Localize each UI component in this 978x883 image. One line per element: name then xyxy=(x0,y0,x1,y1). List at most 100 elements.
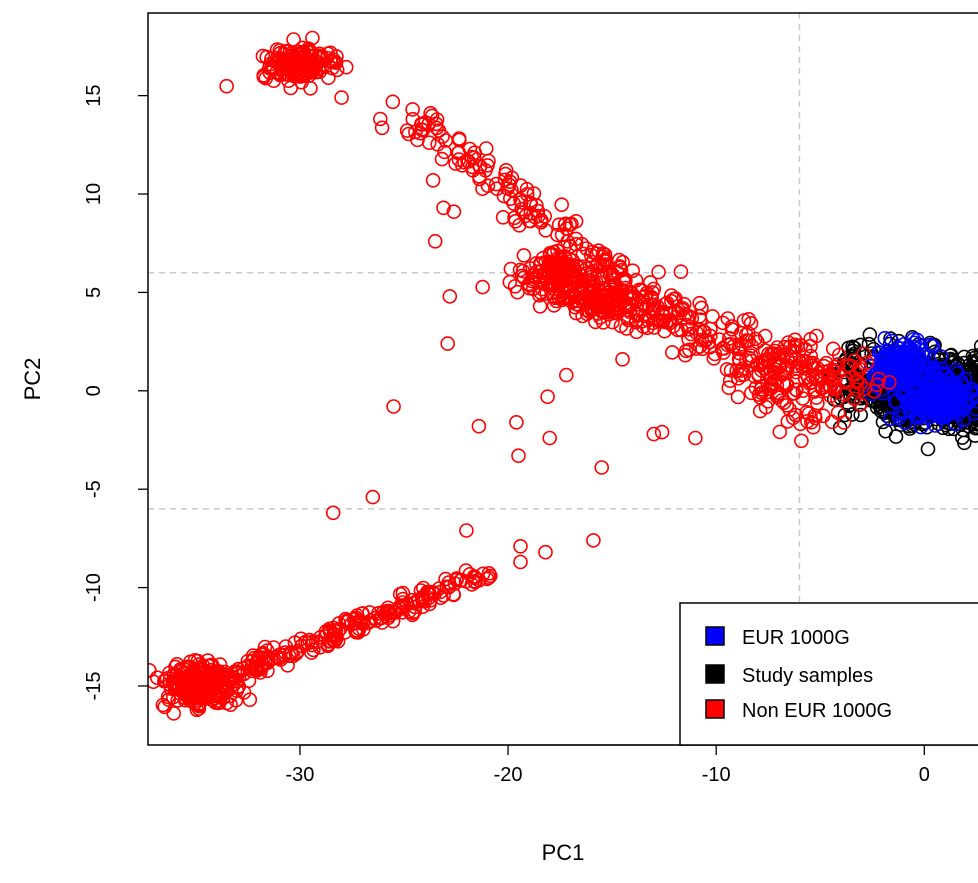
point-non-eur-1000g xyxy=(654,424,670,440)
point-non-eur-1000g xyxy=(606,272,622,288)
point-non-eur-1000g xyxy=(586,533,601,548)
point-non-eur-1000g xyxy=(553,251,568,267)
point-non-eur-1000g xyxy=(190,671,206,687)
point-non-eur-1000g xyxy=(304,63,320,78)
point-non-eur-1000g xyxy=(723,363,739,378)
point-non-eur-1000g xyxy=(732,353,747,369)
point-non-eur-1000g xyxy=(511,448,526,464)
point-non-eur-1000g xyxy=(763,376,779,391)
point-non-eur-1000g xyxy=(533,284,548,300)
point-non-eur-1000g xyxy=(803,338,818,354)
point-eur-1000g xyxy=(945,381,960,397)
point-non-eur-1000g xyxy=(285,648,301,664)
point-non-eur-1000g xyxy=(807,410,823,426)
point-study-samples xyxy=(919,419,935,435)
point-non-eur-1000g xyxy=(244,653,260,669)
point-non-eur-1000g xyxy=(401,126,416,142)
point-non-eur-1000g xyxy=(620,302,635,318)
point-study-samples xyxy=(973,347,978,361)
x-axis-label: PC1 xyxy=(542,840,585,865)
point-eur-1000g xyxy=(926,363,942,379)
point-non-eur-1000g xyxy=(187,673,202,689)
point-non-eur-1000g xyxy=(628,306,644,322)
point-eur-1000g xyxy=(896,404,912,420)
point-non-eur-1000g xyxy=(651,264,666,280)
point-eur-1000g xyxy=(956,412,971,428)
point-non-eur-1000g xyxy=(228,692,244,708)
legend-swatch-eur xyxy=(705,626,725,646)
point-non-eur-1000g xyxy=(796,353,811,369)
point-non-eur-1000g xyxy=(662,315,677,331)
point-non-eur-1000g xyxy=(411,592,426,608)
point-non-eur-1000g xyxy=(688,430,703,446)
point-non-eur-1000g xyxy=(724,319,740,334)
point-eur-1000g xyxy=(965,382,978,397)
point-eur-1000g xyxy=(948,402,963,418)
point-non-eur-1000g xyxy=(329,62,345,78)
point-non-eur-1000g xyxy=(434,151,450,167)
point-non-eur-1000g xyxy=(649,298,665,314)
point-non-eur-1000g xyxy=(388,605,403,620)
point-eur-1000g xyxy=(877,330,893,346)
point-non-eur-1000g xyxy=(743,385,759,401)
point-non-eur-1000g xyxy=(421,116,436,132)
point-non-eur-1000g xyxy=(664,345,680,360)
point-non-eur-1000g xyxy=(542,430,558,446)
x-tick-label: -20 xyxy=(494,764,523,786)
point-non-eur-1000g xyxy=(290,47,306,63)
point-non-eur-1000g xyxy=(446,204,462,219)
point-non-eur-1000g xyxy=(568,214,584,229)
point-study-samples xyxy=(920,441,936,457)
point-non-eur-1000g xyxy=(150,670,165,686)
y-axis-label: PC2 xyxy=(20,358,45,401)
point-non-eur-1000g xyxy=(395,595,411,610)
point-non-eur-1000g xyxy=(803,374,819,390)
point-non-eur-1000g xyxy=(442,289,458,304)
point-non-eur-1000g xyxy=(421,584,437,600)
point-non-eur-1000g xyxy=(804,358,820,374)
point-non-eur-1000g xyxy=(458,574,474,589)
point-non-eur-1000g xyxy=(148,674,161,689)
point-non-eur-1000g xyxy=(658,296,673,312)
point-eur-1000g xyxy=(925,338,940,354)
point-non-eur-1000g xyxy=(768,372,784,388)
point-non-eur-1000g xyxy=(495,210,511,225)
point-study-samples xyxy=(968,420,978,436)
x-tick-label: -10 xyxy=(702,764,731,786)
point-non-eur-1000g xyxy=(582,304,597,320)
point-non-eur-1000g xyxy=(543,277,559,293)
point-non-eur-1000g xyxy=(583,247,599,263)
point-eur-1000g xyxy=(915,347,931,363)
point-non-eur-1000g xyxy=(429,120,445,136)
point-non-eur-1000g xyxy=(417,594,433,609)
point-study-samples xyxy=(878,423,893,439)
point-eur-1000g xyxy=(898,365,913,381)
point-non-eur-1000g xyxy=(839,372,854,388)
point-non-eur-1000g xyxy=(639,299,654,315)
point-non-eur-1000g xyxy=(214,668,229,684)
point-non-eur-1000g xyxy=(569,296,584,312)
point-non-eur-1000g xyxy=(385,94,401,110)
point-eur-1000g xyxy=(941,372,957,388)
data-points xyxy=(148,30,978,721)
point-non-eur-1000g xyxy=(785,343,801,359)
point-non-eur-1000g xyxy=(386,399,401,414)
point-eur-1000g xyxy=(888,353,904,369)
point-eur-1000g xyxy=(896,350,911,366)
x-tick-label: -30 xyxy=(285,764,314,786)
point-non-eur-1000g xyxy=(467,145,483,160)
point-non-eur-1000g xyxy=(815,408,831,424)
point-non-eur-1000g xyxy=(320,46,336,62)
point-non-eur-1000g xyxy=(852,361,868,377)
point-non-eur-1000g xyxy=(750,334,765,350)
point-non-eur-1000g xyxy=(730,371,746,386)
point-non-eur-1000g xyxy=(427,234,443,249)
legend-label-study: Study samples xyxy=(742,665,873,687)
point-non-eur-1000g xyxy=(462,141,478,157)
point-non-eur-1000g xyxy=(681,331,696,347)
point-non-eur-1000g xyxy=(304,645,319,660)
point-non-eur-1000g xyxy=(467,573,483,589)
point-non-eur-1000g xyxy=(255,48,271,64)
point-non-eur-1000g xyxy=(569,270,585,286)
